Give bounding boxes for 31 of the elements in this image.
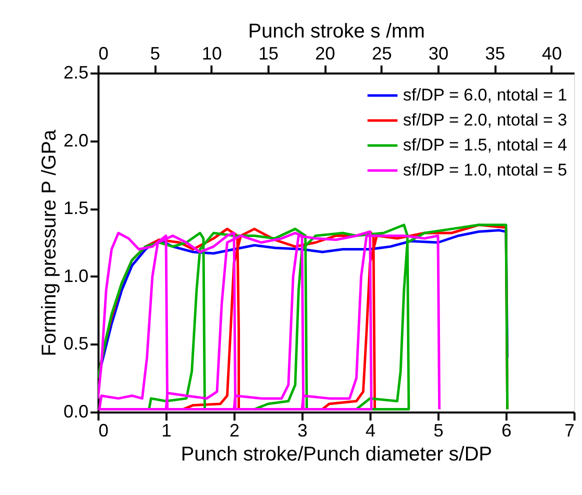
- y-tick-label: 0.0: [63, 402, 88, 422]
- legend-label: sf/DP = 2.0, ntotal = 3: [403, 110, 568, 130]
- y-tick-label: 1.5: [63, 198, 88, 218]
- y-tick-label: 2.0: [63, 130, 88, 150]
- y-tick-label: 1.0: [63, 266, 88, 286]
- x2-tick-label: 20: [315, 44, 336, 64]
- y-tick-label: 0.5: [63, 334, 88, 354]
- y-tick-label: 2.5: [63, 62, 88, 82]
- legend-label: sf/DP = 1.0, ntotal = 5: [403, 160, 568, 180]
- x2-tick-label: 30: [428, 44, 449, 64]
- legend-label: sf/DP = 1.5, ntotal = 4: [403, 136, 568, 154]
- x-tick-label: 3: [297, 420, 308, 440]
- x2-tick-label: 35: [485, 44, 506, 64]
- x-tick-label: 1: [161, 420, 172, 440]
- x-tick-label: 5: [433, 420, 444, 440]
- x2-tick-label: 15: [258, 44, 279, 64]
- x-tick-label: 4: [365, 420, 376, 440]
- x2-tick-label: 40: [542, 44, 562, 64]
- x2-tick-label: 0: [98, 44, 109, 64]
- x-tick-label: 2: [229, 420, 240, 440]
- y-axis-title: Forming pressure P /GPa: [38, 128, 60, 356]
- x-tick-label: 7: [564, 420, 574, 440]
- x2-tick-label: 10: [202, 44, 222, 64]
- line-series: [98, 230, 441, 411]
- x-tick-label: 0: [98, 420, 109, 440]
- x2-axis-title: Punch stroke s /mm: [248, 20, 425, 42]
- x2-tick-label: 5: [150, 44, 160, 64]
- x-tick-label: 6: [501, 420, 512, 440]
- x-axis-title: Punch stroke/Punch diameter s/DP: [180, 444, 492, 466]
- x2-tick-label: 25: [372, 44, 392, 64]
- legend-label: sf/DP = 6.0, ntotal = 1: [403, 86, 568, 104]
